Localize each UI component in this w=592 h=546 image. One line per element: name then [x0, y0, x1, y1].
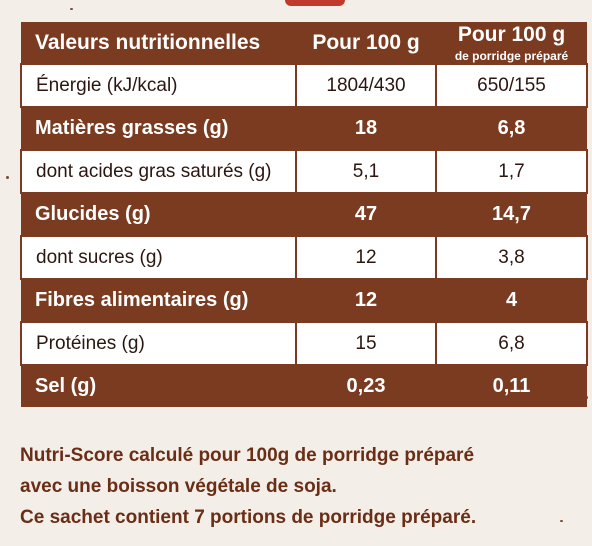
row-label: Énergie (kJ/kcal) — [20, 63, 297, 108]
background-speck — [560, 520, 563, 522]
table-row-saturated-fat: dont acides gras saturés (g) 5,1 1,7 — [20, 149, 588, 194]
background-speck — [70, 8, 73, 10]
footnote-line: Nutri-Score calculé pour 100g de porridg… — [20, 445, 475, 466]
row-value-per100: 0,23 — [296, 365, 436, 407]
row-value-prepared: 0,11 — [436, 365, 587, 407]
row-value-prepared: 650/155 — [435, 63, 588, 108]
row-value-per100: 12 — [296, 279, 436, 322]
row-value-prepared: 6,8 — [436, 107, 587, 150]
row-value-prepared: 4 — [436, 279, 587, 322]
table-row-sugars: dont sucres (g) 12 3,8 — [20, 235, 588, 280]
row-value-per100: 12 — [295, 235, 437, 280]
table-row-carbohydrates: Glucides (g) 47 14,7 — [21, 193, 587, 236]
table-row-fat: Matières grasses (g) 18 6,8 — [21, 107, 587, 150]
header-per-100g-prepared: Pour 100 g de porridge préparé — [436, 22, 587, 64]
table-row-fiber: Fibres alimentaires (g) 12 4 — [21, 279, 587, 322]
row-value-per100: 5,1 — [295, 149, 437, 194]
row-label: Protéines (g) — [20, 321, 297, 366]
table-row-protein: Protéines (g) 15 6,8 — [20, 321, 588, 366]
row-value-per100: 18 — [296, 107, 436, 150]
footnote-line: avec une boisson végétale de soja. — [20, 476, 337, 497]
row-label: Sel (g) — [21, 365, 296, 407]
background-speck — [6, 176, 9, 179]
row-value-per100: 47 — [296, 193, 436, 236]
row-value-prepared: 14,7 — [436, 193, 587, 236]
row-value-per100: 15 — [295, 321, 437, 366]
header-nutritional-values: Valeurs nutritionnelles — [21, 22, 296, 64]
row-label: dont acides gras saturés (g) — [20, 149, 297, 194]
packaging-accent-shape — [285, 0, 345, 6]
row-label: Glucides (g) — [21, 193, 296, 236]
nutrition-facts-table: Valeurs nutritionnelles Pour 100 g Pour … — [20, 22, 588, 407]
header-prepared-subtitle: de porridge préparé — [454, 48, 569, 63]
row-label: dont sucres (g) — [20, 235, 297, 280]
nutri-score-footnote: Nutri-Score calculé pour 100g de porridg… — [20, 440, 580, 533]
row-value-per100: 1804/430 — [295, 63, 437, 108]
header-per-100g: Pour 100 g — [296, 22, 436, 64]
table-row-energy: Énergie (kJ/kcal) 1804/430 650/155 — [20, 63, 588, 108]
footnote-line: Ce sachet contient 7 portions de porridg… — [20, 507, 477, 528]
row-value-prepared: 6,8 — [435, 321, 588, 366]
table-row-salt: Sel (g) 0,23 0,11 — [21, 365, 587, 407]
row-value-prepared: 3,8 — [435, 235, 588, 280]
table-header-row: Valeurs nutritionnelles Pour 100 g Pour … — [21, 22, 587, 64]
row-label: Fibres alimentaires (g) — [21, 279, 296, 322]
row-label: Matières grasses (g) — [21, 107, 296, 150]
header-per-100g-prepared-main: Pour 100 g — [457, 22, 566, 46]
row-value-prepared: 1,7 — [435, 149, 588, 194]
